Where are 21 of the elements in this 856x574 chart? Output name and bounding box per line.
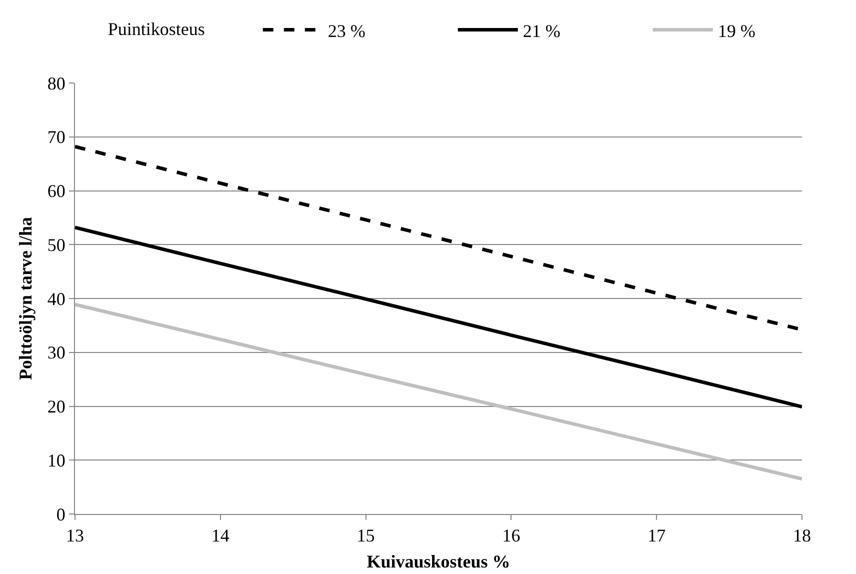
x-axis-title: Kuivauskosteus % <box>366 552 510 572</box>
x-tick-label: 14 <box>211 526 230 546</box>
y-tick-label: 50 <box>47 234 66 255</box>
x-tick-label: 15 <box>356 526 375 546</box>
y-tick-label: 70 <box>47 127 66 148</box>
y-tick-label: 80 <box>47 73 66 94</box>
legend-label: 19 % <box>718 20 756 41</box>
legend-title: Puintikosteus <box>108 18 250 39</box>
x-tick-label: 16 <box>502 526 520 546</box>
y-tick-label: 20 <box>47 396 66 417</box>
y-tick-label: 30 <box>47 342 66 363</box>
x-tick-label: 17 <box>648 526 666 546</box>
y-tick-label: 0 <box>56 504 66 524</box>
legend-label: 23 % <box>328 20 366 41</box>
x-tick-label: 13 <box>66 526 84 546</box>
legend-label: 21 % <box>522 20 560 41</box>
y-tick-label: 60 <box>47 181 66 202</box>
x-tick-label: 18 <box>793 526 811 546</box>
y-axis-title: Polttoöljyn tarve l/ha <box>16 217 36 380</box>
y-tick-label: 40 <box>47 288 66 309</box>
y-tick-label: 10 <box>47 450 66 470</box>
